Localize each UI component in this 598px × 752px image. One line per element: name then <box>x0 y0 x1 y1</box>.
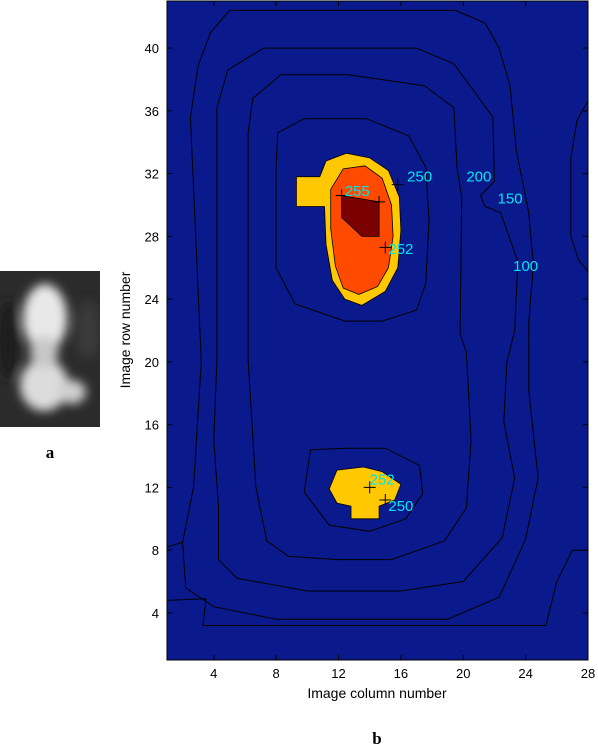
contour-line-150 <box>247 74 472 561</box>
y-tick-label-40: 40 <box>145 41 159 56</box>
contour-label-5: 252 <box>388 241 413 258</box>
contour-label-3: 150 <box>498 191 523 208</box>
contour-marker-0 <box>335 189 348 202</box>
x-tick-label-28: 28 <box>581 666 595 681</box>
contour-marker-1 <box>373 195 386 208</box>
contour-label-1: 250 <box>407 169 432 186</box>
contour-fills <box>295 152 402 520</box>
y-tick-label-32: 32 <box>145 167 159 182</box>
x-tick-label-24: 24 <box>518 666 532 681</box>
plot-frame <box>166 0 589 661</box>
thumbnail-image <box>0 271 100 427</box>
y-tick-label-20: 20 <box>145 355 159 370</box>
y-axis-label: Image row number <box>117 271 133 388</box>
y-tick-label-16: 16 <box>145 418 159 433</box>
contour-marker-5 <box>379 493 392 506</box>
contour-label-0: 255 <box>345 183 370 200</box>
panel-label-b: b <box>372 729 381 748</box>
x-axis-label: Image column number <box>307 685 447 701</box>
contour-label-4: 100 <box>513 258 538 275</box>
contour-line-200-bottom <box>303 447 424 532</box>
contour-fill-255 <box>341 195 380 237</box>
y-tick-label-4: 4 <box>152 606 159 621</box>
contour-marker-3 <box>379 241 392 254</box>
x-tick-label-8: 8 <box>273 666 280 681</box>
x-tick-label-20: 20 <box>456 666 470 681</box>
plot-area: 255 250 200 150 100 252 252 250 <box>166 0 589 661</box>
y-tick-label-8: 8 <box>152 543 159 558</box>
y-tick-label-28: 28 <box>145 229 159 244</box>
panel-label-a: a <box>46 443 55 462</box>
contour-line-outer-bottom <box>167 549 588 626</box>
contour-line-outer-left <box>167 541 183 548</box>
plot-background <box>167 1 588 660</box>
contour-label-6: 252 <box>370 472 395 489</box>
y-axis: 4 8 12 16 20 24 28 32 36 40 <box>145 41 588 621</box>
contour-labels: 255 250 200 150 100 252 252 250 <box>345 169 538 516</box>
y-tick-label-12: 12 <box>145 480 159 495</box>
contour-markers <box>335 178 404 506</box>
contour-fill-250-bottom <box>328 466 402 520</box>
x-axis: 4 8 12 16 20 24 28 <box>210 1 595 681</box>
x-tick-label-4: 4 <box>210 666 217 681</box>
contour-lines <box>167 9 588 626</box>
contour-line-50 <box>182 9 539 620</box>
contour-line-200-top <box>275 118 430 322</box>
y-tick-label-24: 24 <box>145 292 159 307</box>
x-tick-label-12: 12 <box>331 666 345 681</box>
contour-marker-2 <box>391 178 404 191</box>
y-tick-label-36: 36 <box>145 104 159 119</box>
contour-label-7: 250 <box>388 498 413 515</box>
contour-label-2: 200 <box>466 169 491 186</box>
contour-line-outer-right <box>570 99 588 273</box>
contour-line-100 <box>213 47 519 592</box>
x-tick-label-16: 16 <box>394 666 408 681</box>
contour-marker-4 <box>363 481 376 494</box>
